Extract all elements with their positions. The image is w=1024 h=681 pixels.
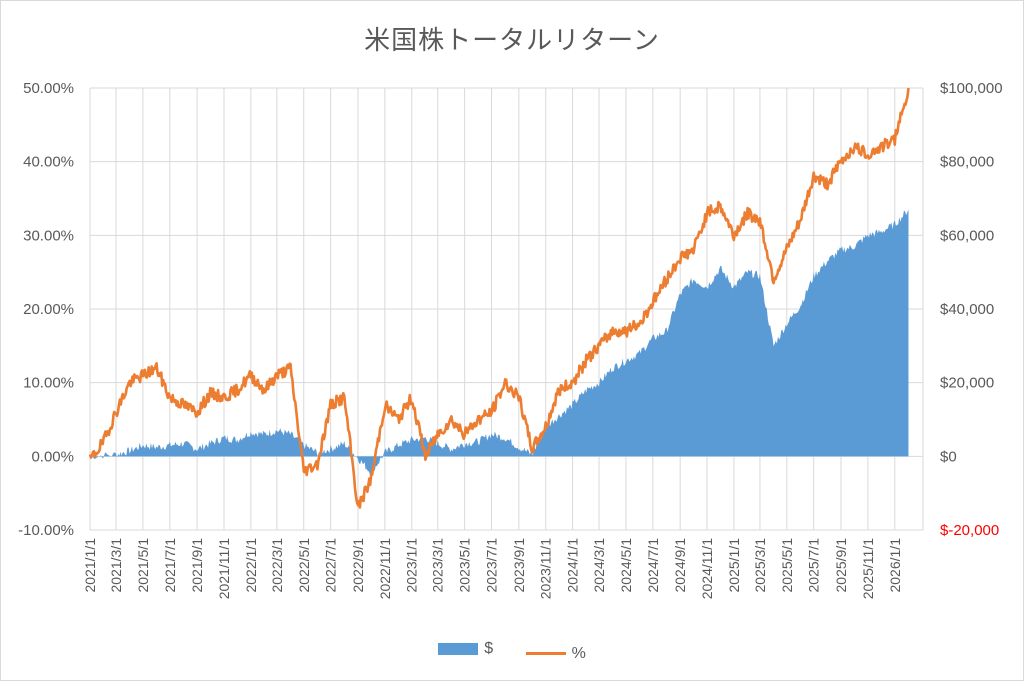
x-tick-label: 2023/11/1	[538, 538, 554, 599]
y-left-tick-label: 30.00%	[23, 227, 74, 244]
y-right-tick-label: $60,000	[940, 227, 994, 244]
x-tick-label: 2021/1/1	[82, 538, 98, 593]
x-tick-label: 2023/5/1	[457, 538, 473, 593]
gridlines	[89, 87, 924, 531]
dollar-area	[90, 209, 909, 476]
x-tick-label: 2021/11/1	[216, 538, 232, 599]
x-tick-label: 2025/5/1	[779, 538, 795, 593]
legend-label-dollar: $	[484, 640, 494, 657]
x-tick-label: 2021/3/1	[108, 538, 124, 593]
y-right-tick-label: $20,000	[940, 375, 994, 392]
y-left-tick-label: 50.00%	[23, 80, 74, 97]
legend-item-dollar: $	[438, 640, 493, 658]
x-tick-label: 2023/3/1	[430, 538, 446, 593]
x-tick-label: 2022/9/1	[350, 538, 366, 593]
x-axis: 2021/1/1 2021/3/1 2021/5/1 2021/7/1 2021/9/1…	[82, 538, 903, 599]
x-tick-label: 2022/1/1	[243, 538, 259, 593]
x-tick-label: 2023/1/1	[404, 538, 420, 593]
x-tick-label: 2024/1/1	[565, 538, 581, 593]
legend: $ %	[0, 640, 1024, 663]
y-axis-right: $-20,000 $0 $20,000 $40,000 $60,000 $80,000 $1…	[940, 80, 1003, 539]
y-axis-left: -10.00% 0.00% 10.00% 20.00% 30.00% 40.00% 50.0…	[18, 80, 74, 539]
x-tick-label: 2025/7/1	[806, 538, 822, 593]
percent-line	[88, 87, 910, 509]
chart-title: 米国株トータルリターン	[364, 26, 660, 56]
x-tick-label: 2024/7/1	[645, 538, 661, 593]
legend-label-percent: %	[571, 644, 586, 662]
x-tick-label: 2023/9/1	[511, 538, 527, 593]
x-tick-label: 2025/1/1	[726, 538, 742, 593]
legend-swatch-area	[438, 643, 479, 655]
y-right-tick-label: $80,000	[940, 154, 994, 171]
x-tick-label: 2021/7/1	[162, 538, 178, 593]
legend-swatch-line	[525, 652, 566, 655]
x-tick-label: 2022/3/1	[269, 538, 285, 593]
x-tick-label: 2023/7/1	[484, 538, 500, 593]
x-tick-label: 2025/9/1	[833, 538, 849, 593]
x-tick-label: 2021/9/1	[189, 538, 205, 593]
dollar-area-series	[90, 209, 909, 476]
y-right-tick-label: $40,000	[940, 301, 994, 318]
x-tick-label: 2021/5/1	[135, 538, 151, 593]
x-tick-label: 2022/7/1	[323, 538, 339, 593]
x-tick-label: 2024/9/1	[672, 538, 688, 593]
x-tick-label: 2025/11/1	[860, 538, 876, 599]
x-tick-label: 2025/3/1	[752, 538, 768, 593]
x-tick-label: 2026/1/1	[887, 538, 903, 593]
x-tick-label: 2024/3/1	[591, 538, 607, 593]
y-right-tick-label: $-20,000	[940, 522, 999, 539]
x-tick-label: 2022/11/1	[377, 538, 393, 599]
y-left-tick-label: 10.00%	[23, 375, 74, 392]
y-right-tick-label: $0	[940, 448, 957, 465]
y-left-tick-label: 40.00%	[23, 154, 74, 171]
percent-line-series	[88, 87, 910, 509]
y-left-tick-label: -10.00%	[18, 522, 74, 539]
y-left-tick-label: 20.00%	[23, 301, 74, 318]
y-left-tick-label: 0.00%	[31, 448, 74, 465]
x-tick-label: 2024/11/1	[699, 538, 715, 599]
x-tick-label: 2022/5/1	[296, 538, 312, 593]
x-tick-label: 2024/5/1	[618, 538, 634, 593]
legend-item-percent: %	[525, 644, 586, 663]
y-right-tick-label: $100,000	[940, 80, 1003, 97]
